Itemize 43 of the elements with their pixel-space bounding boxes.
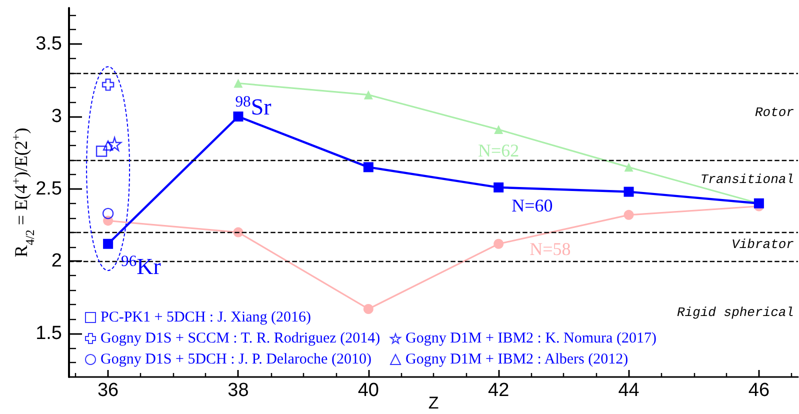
point [102,140,114,151]
legend-label: Gogny D1M + IBM2 : Albers (2012) [406,352,628,368]
point [96,146,108,157]
point [363,304,374,314]
series-label: N=58 [530,238,571,259]
point [363,162,374,172]
annotation: Rotor [754,104,794,120]
y-tick-label: 1.5 [36,323,62,344]
annotation: Vibrator [732,236,794,252]
point [494,238,504,249]
point [364,90,373,100]
point [233,227,244,238]
legend-label: Gogny D1S + 5DCH : J. P. Delaroche (2010) [100,352,372,368]
point [494,125,504,134]
point [233,112,244,122]
y-tick-label: 2 [51,250,62,272]
legend-label: PC-PK1 + 5DCH : J. Xiang (2016) [100,310,312,326]
legend-label: Gogny D1M + IBM2 : K. Nomura (2017) [406,330,656,346]
y-tick-label: 3 [51,106,62,128]
y-tick-label: 3.5 [36,34,62,55]
x-axis-title: Z [428,394,439,412]
x-tick-label: 38 [228,380,249,401]
point [624,186,634,197]
point [102,208,114,220]
point [102,78,114,91]
series-label: N=62 [478,140,520,161]
legend-label: Gogny D1S + SCCM : T. R. Rodriguez (2014) [100,330,380,346]
point [234,78,243,88]
annotation: Transitional [700,172,794,186]
point [624,162,634,172]
x-tick-label: 40 [358,380,379,401]
annotation: Rigid spherical [676,304,794,320]
x-tick-label: 44 [618,380,640,401]
annotation: $^{98}$Sr [235,93,272,120]
y-tick-label: 2.5 [36,178,62,200]
point [494,182,504,192]
point [103,238,114,249]
x-tick-label: 36 [97,380,119,401]
x-tick-label: 42 [488,380,510,401]
x-tick-label: 46 [748,380,770,401]
point [107,136,122,152]
series-label: N=60 [512,195,553,216]
point [624,210,634,220]
